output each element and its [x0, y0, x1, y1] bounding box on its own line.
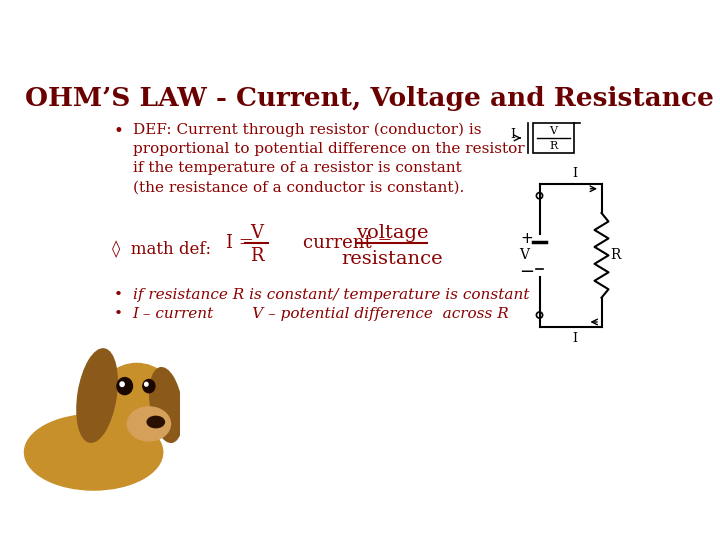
Ellipse shape	[147, 416, 164, 428]
Text: resistance: resistance	[341, 250, 443, 268]
Text: current =: current =	[303, 234, 392, 252]
Text: •: •	[113, 123, 123, 139]
Text: •: •	[113, 307, 122, 321]
Ellipse shape	[150, 368, 183, 442]
Text: I: I	[572, 167, 577, 180]
Text: +: +	[521, 231, 534, 246]
Circle shape	[143, 380, 155, 393]
Ellipse shape	[77, 349, 117, 442]
Text: −: −	[520, 264, 535, 281]
Text: voltage: voltage	[356, 224, 428, 242]
Text: if resistance R is constant/ temperature is constant: if resistance R is constant/ temperature…	[132, 288, 529, 302]
Text: DEF: Current through resistor (conductor) is: DEF: Current through resistor (conductor…	[132, 123, 481, 137]
Text: R: R	[250, 247, 264, 265]
Text: ◊  math def:: ◊ math def:	[112, 241, 211, 259]
Text: proportional to potential difference on the resistor: proportional to potential difference on …	[132, 142, 524, 156]
Text: (the resistance of a conductor is constant).: (the resistance of a conductor is consta…	[132, 180, 464, 194]
Ellipse shape	[127, 407, 171, 441]
Text: I =: I =	[225, 234, 253, 252]
Text: •: •	[113, 288, 122, 302]
Text: I – current        V – potential difference  across R: I – current V – potential difference acr…	[132, 307, 509, 321]
Text: R: R	[611, 248, 621, 262]
Text: if the temperature of a resistor is constant: if the temperature of a resistor is cons…	[132, 161, 462, 175]
Ellipse shape	[98, 363, 176, 439]
Text: V: V	[519, 248, 529, 262]
Text: OHM’S LAW - Current, Voltage and Resistance: OHM’S LAW - Current, Voltage and Resista…	[24, 86, 714, 111]
Circle shape	[117, 377, 132, 395]
Circle shape	[145, 382, 148, 386]
Text: V: V	[549, 126, 557, 136]
Text: V: V	[250, 224, 263, 242]
Bar	[534, 123, 574, 153]
Circle shape	[120, 382, 124, 387]
Text: I: I	[510, 127, 515, 140]
Text: I: I	[572, 333, 577, 346]
Text: R: R	[549, 140, 557, 151]
Ellipse shape	[24, 415, 163, 490]
